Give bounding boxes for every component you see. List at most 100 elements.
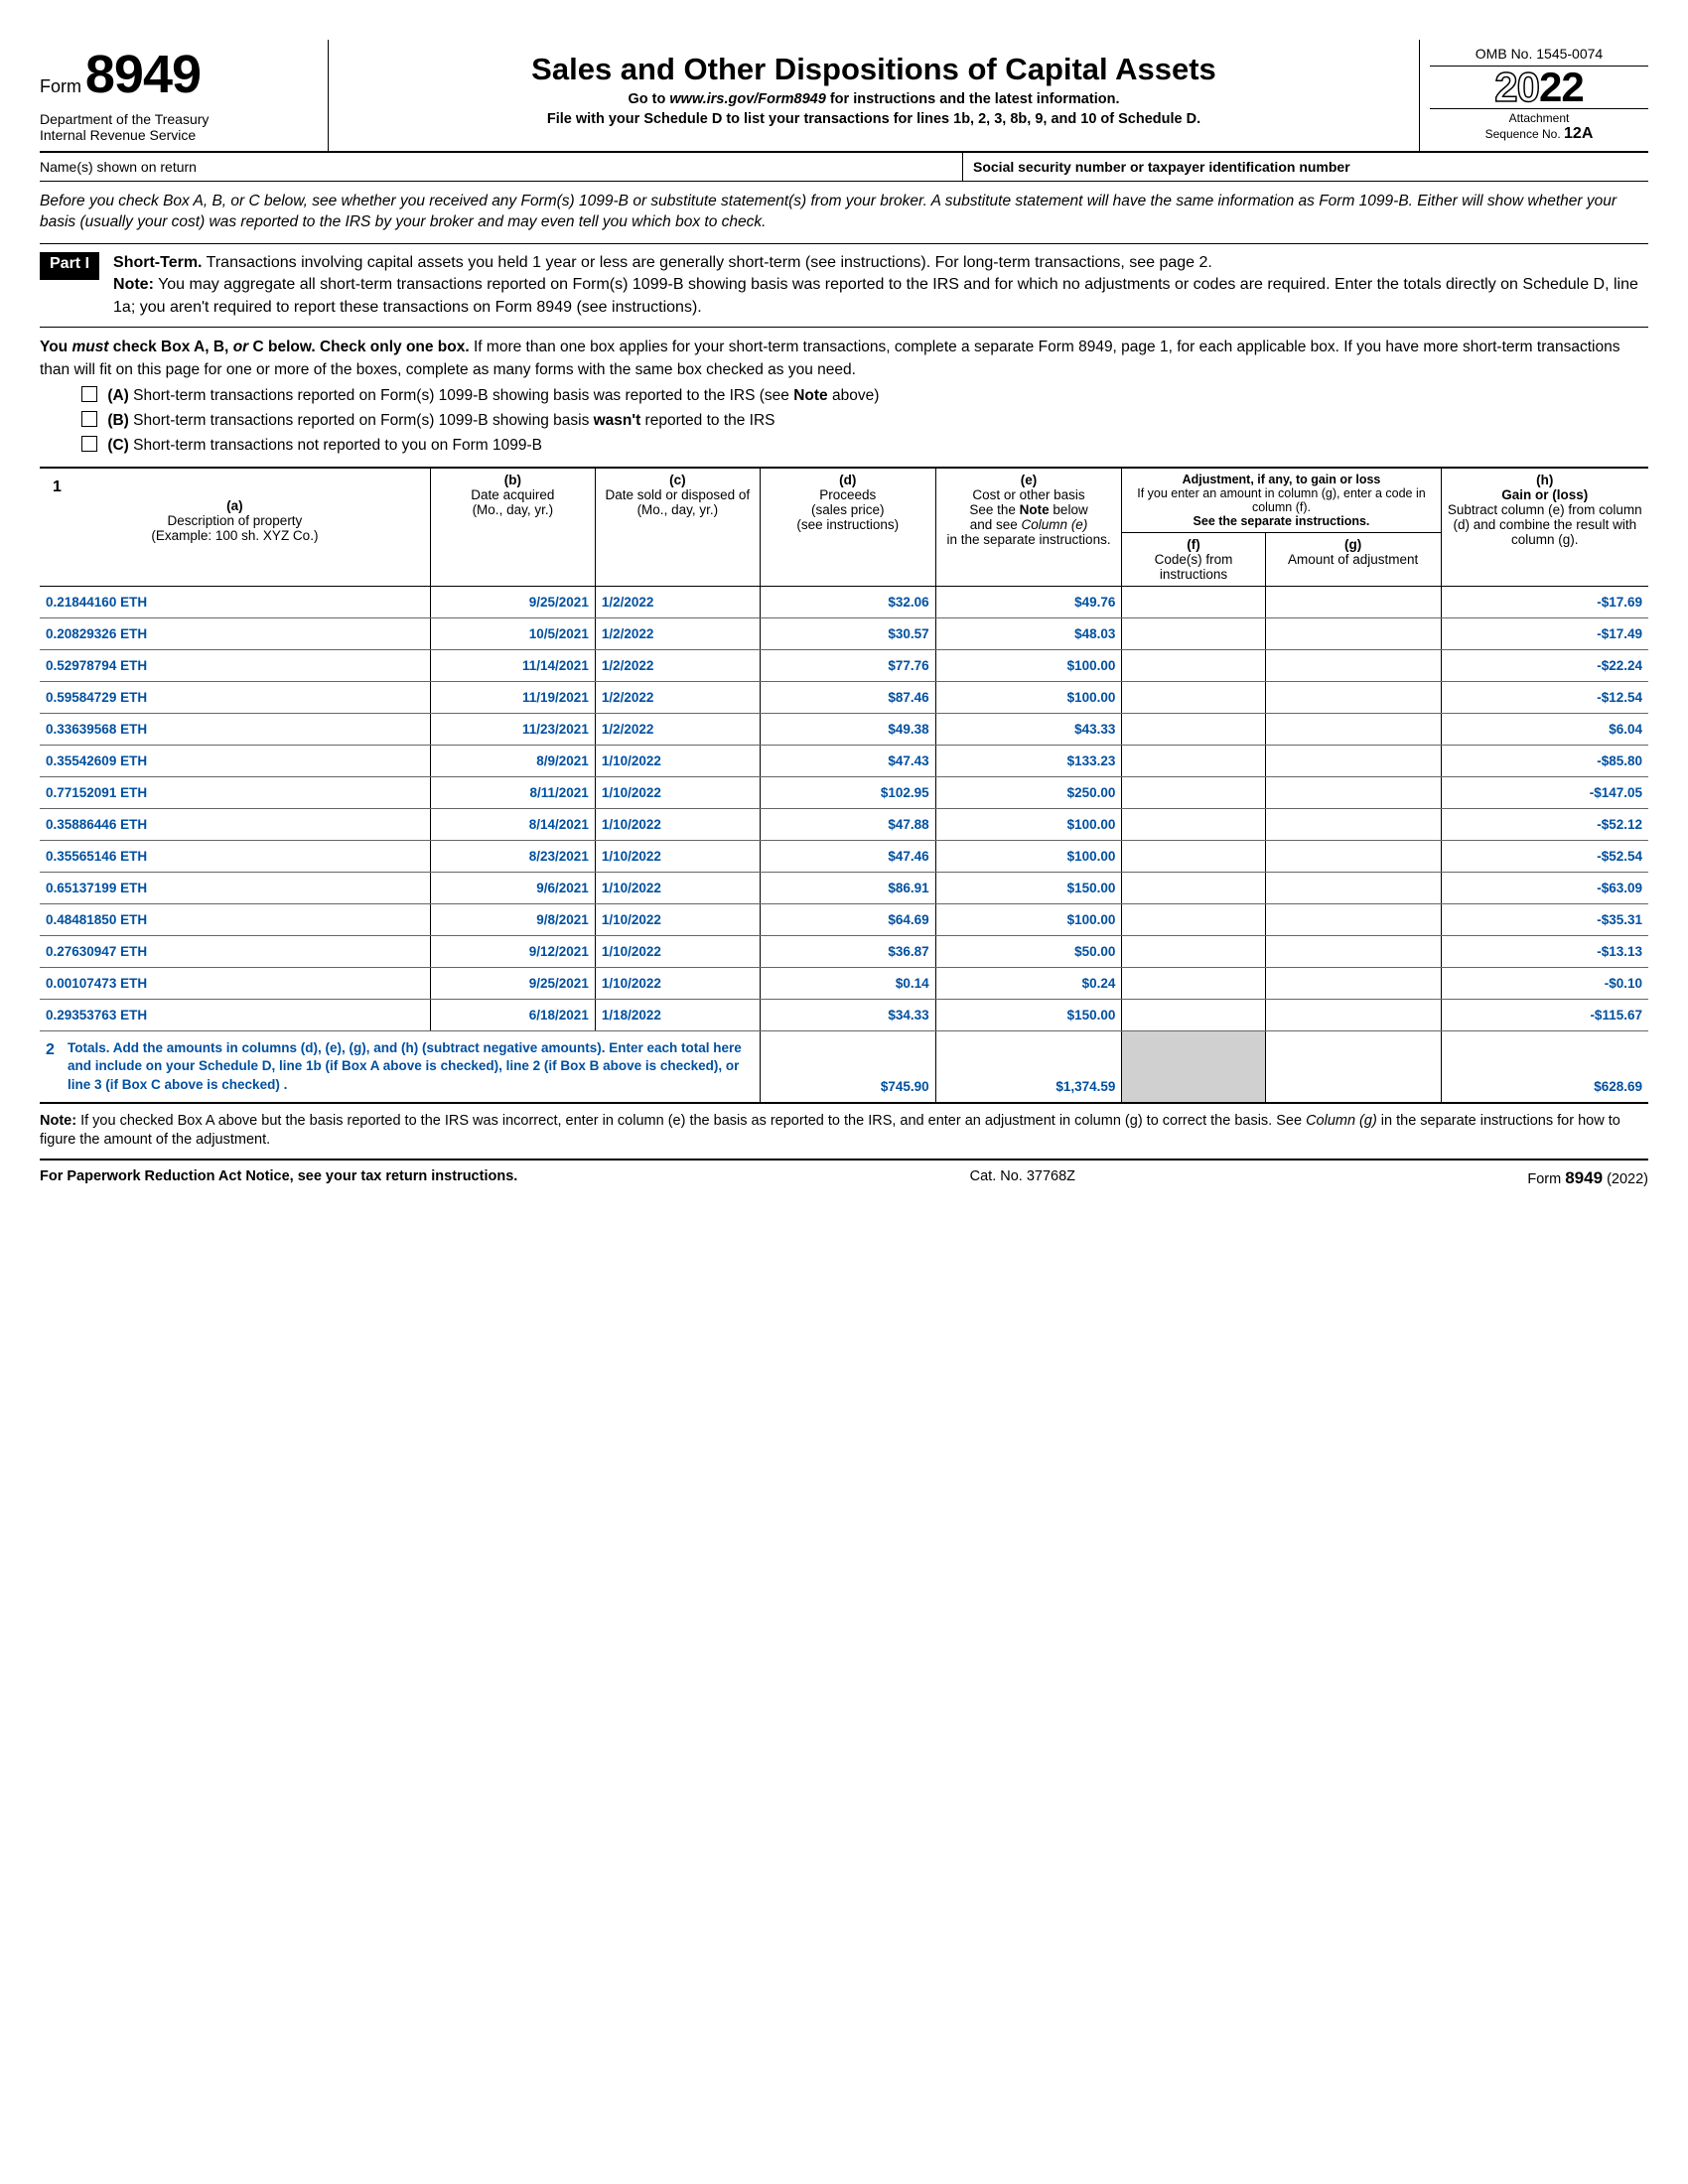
table-row: 0.29353763 ETH6/18/20211/18/2022$34.33$1… [40,1000,1648,1031]
cell-description: 0.29353763 ETH [40,1000,430,1031]
table-row: 0.48481850 ETH9/8/20211/10/2022$64.69$10… [40,904,1648,936]
cell-proceeds: $77.76 [760,650,935,682]
total-f-shaded [1122,1031,1265,1103]
cell-description: 0.77152091 ETH [40,777,430,809]
cell-description: 0.59584729 ETH [40,682,430,714]
checkbox-b-line: (B) Short-term transactions reported on … [70,409,1648,432]
cell-date-acquired: 11/19/2021 [430,682,595,714]
cell-adj [1265,587,1441,618]
cell-adj [1265,714,1441,746]
cell-description: 0.33639568 ETH [40,714,430,746]
part-1-row: Part I Short-Term. Transactions involvin… [40,244,1648,328]
cell-gain: -$63.09 [1441,873,1648,904]
cell-proceeds: $47.43 [760,746,935,777]
cell-code [1122,809,1265,841]
cell-code [1122,936,1265,968]
cell-code [1122,587,1265,618]
cell-date-acquired: 6/18/2021 [430,1000,595,1031]
cell-adj [1265,777,1441,809]
cell-date-sold: 1/10/2022 [595,904,760,936]
table-row: 0.27630947 ETH9/12/20211/10/2022$36.87$5… [40,936,1648,968]
cell-description: 0.35886446 ETH [40,809,430,841]
cell-adj [1265,904,1441,936]
header-center: Sales and Other Dispositions of Capital … [329,40,1419,151]
cell-description: 0.00107473 ETH [40,968,430,1000]
total-e: $1,374.59 [935,1031,1122,1103]
cell-proceeds: $86.91 [760,873,935,904]
table-row: 0.52978794 ETH11/14/20211/2/2022$77.76$1… [40,650,1648,682]
cell-proceeds: $87.46 [760,682,935,714]
cell-date-sold: 1/10/2022 [595,809,760,841]
table-row: 0.21844160 ETH9/25/20211/2/2022$32.06$49… [40,587,1648,618]
cell-date-sold: 1/10/2022 [595,936,760,968]
cell-adj [1265,1000,1441,1031]
header-right: OMB No. 1545-0074 2022 Attachment Sequen… [1419,40,1648,151]
cell-description: 0.20829326 ETH [40,618,430,650]
cell-proceeds: $30.57 [760,618,935,650]
cell-date-acquired: 9/12/2021 [430,936,595,968]
cell-cost: $100.00 [935,841,1122,873]
cell-proceeds: $102.95 [760,777,935,809]
table-row: 0.35886446 ETH8/14/20211/10/2022$47.88$1… [40,809,1648,841]
cell-proceeds: $47.88 [760,809,935,841]
subtitle-2: File with your Schedule D to list your t… [339,111,1409,127]
row-1-number: 1 [45,473,425,496]
cell-proceeds: $36.87 [760,936,935,968]
cell-code [1122,650,1265,682]
page-footer: For Paperwork Reduction Act Notice, see … [40,1160,1648,1188]
cell-code [1122,873,1265,904]
part-1-text: Short-Term. Transactions involving capit… [113,252,1648,319]
cell-code [1122,841,1265,873]
cell-code [1122,618,1265,650]
cell-code [1122,714,1265,746]
cell-cost: $150.00 [935,1000,1122,1031]
form-number: 8949 [85,45,201,104]
cell-adj [1265,809,1441,841]
cell-gain: -$52.54 [1441,841,1648,873]
table-row: 0.00107473 ETH9/25/20211/10/2022$0.14$0.… [40,968,1648,1000]
cell-adj [1265,650,1441,682]
cell-description: 0.21844160 ETH [40,587,430,618]
name-label: Name(s) shown on return [40,153,963,181]
form-title: Sales and Other Dispositions of Capital … [339,52,1409,87]
cell-date-acquired: 9/6/2021 [430,873,595,904]
tax-year: 2022 [1430,67,1648,108]
checkbox-c[interactable] [81,436,97,452]
cell-date-sold: 1/18/2022 [595,1000,760,1031]
cell-date-sold: 1/10/2022 [595,841,760,873]
checkbox-b[interactable] [81,411,97,427]
cell-gain: -$17.69 [1441,587,1648,618]
cell-cost: $150.00 [935,873,1122,904]
cell-date-acquired: 8/14/2021 [430,809,595,841]
cell-gain: -$147.05 [1441,777,1648,809]
form-page: Form 8949 Department of the Treasury Int… [40,40,1648,1188]
total-d: $745.90 [760,1031,935,1103]
cell-date-sold: 1/2/2022 [595,587,760,618]
cell-adj [1265,746,1441,777]
part-1-badge: Part I [40,252,99,280]
dept-line1: Department of the Treasury [40,111,318,127]
cell-description: 0.48481850 ETH [40,904,430,936]
cell-cost: $43.33 [935,714,1122,746]
cell-date-acquired: 8/11/2021 [430,777,595,809]
cell-gain: -$12.54 [1441,682,1648,714]
cell-date-acquired: 9/8/2021 [430,904,595,936]
row-2-number: 2 [46,1039,68,1094]
cell-cost: $49.76 [935,587,1122,618]
cell-proceeds: $49.38 [760,714,935,746]
cell-gain: -$13.13 [1441,936,1648,968]
table-row: 0.35565146 ETH8/23/20211/10/2022$47.46$1… [40,841,1648,873]
dept-line2: Internal Revenue Service [40,127,318,143]
cell-date-sold: 1/10/2022 [595,873,760,904]
cell-cost: $48.03 [935,618,1122,650]
footer-left: For Paperwork Reduction Act Notice, see … [40,1168,517,1188]
cell-code [1122,904,1265,936]
checks-intro: You must check Box A, B, or C below. Che… [40,336,1648,382]
checkbox-section: You must check Box A, B, or C below. Che… [40,328,1648,469]
cell-code [1122,968,1265,1000]
cell-gain: $6.04 [1441,714,1648,746]
cell-adj [1265,841,1441,873]
checkbox-a[interactable] [81,386,97,402]
table-row: 0.35542609 ETH8/9/20211/10/2022$47.43$13… [40,746,1648,777]
cell-date-acquired: 9/25/2021 [430,968,595,1000]
